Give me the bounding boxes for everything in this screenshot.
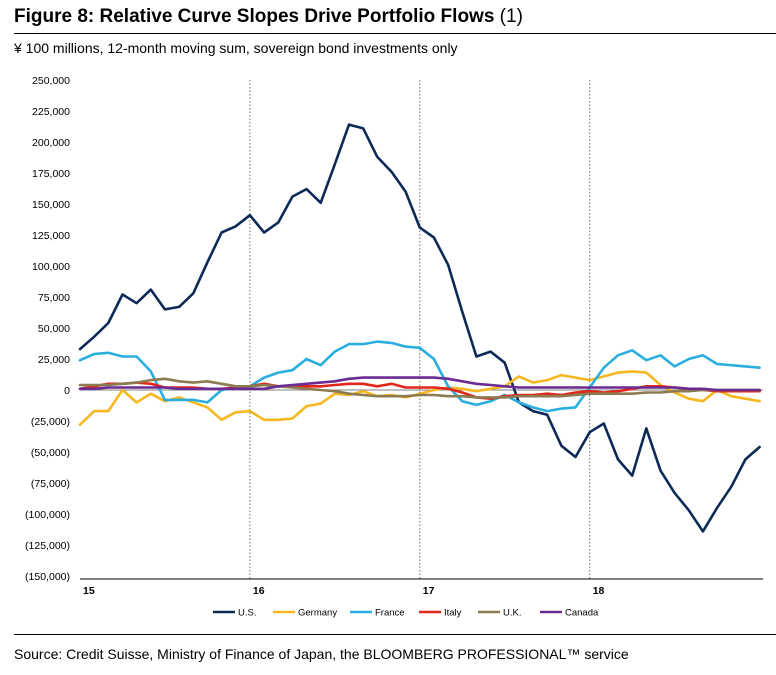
x-tick-label: 16 (253, 585, 265, 597)
y-tick-label: 0 (64, 385, 70, 397)
y-tick-label: (75,000) (31, 478, 70, 490)
source-note: Source: Credit Suisse, Ministry of Finan… (14, 646, 629, 662)
y-tick-label: 250,000 (32, 75, 70, 87)
y-tick-label: 175,000 (32, 168, 70, 180)
line-chart: 250,000 225,000 200,000 175,000 150,000 125,0… (25, 75, 763, 619)
y-tick-label: 100,000 (32, 261, 70, 273)
x-tick-label: 18 (593, 585, 605, 597)
legend-label-france: France (375, 608, 405, 619)
figure-title-suffix: (1) (499, 6, 523, 27)
source-rule (14, 634, 776, 635)
y-tick-label: 200,000 (32, 137, 70, 149)
legend-label-canada: Canada (565, 608, 599, 619)
chart-axes: 250,000 225,000 200,000 175,000 150,000 125,0… (25, 75, 763, 597)
y-tick-label: 75,000 (38, 292, 70, 304)
y-tick-label: (50,000) (31, 447, 70, 459)
legend-label-italy: Italy (444, 608, 462, 619)
legend-label-uk: U.K. (503, 608, 521, 619)
figure-title: Figure 8: Relative Curve Slopes Drive Po… (14, 6, 523, 28)
y-tick-label: 50,000 (38, 323, 70, 335)
y-tick-label: 150,000 (32, 199, 70, 211)
series-line-uk (78, 377, 761, 399)
series-line-france (78, 340, 761, 413)
series-line-canada (78, 376, 761, 392)
x-tick-label: 17 (423, 585, 435, 597)
figure-title-main: Figure 8: Relative Curve Slopes Drive Po… (14, 6, 495, 27)
y-tick-label: (150,000) (25, 571, 70, 583)
chart-series (78, 123, 761, 533)
chart-legend: U.S. Germany France Italy U.K. Canada (213, 608, 599, 619)
series-line-us (78, 123, 761, 533)
y-tick-label: 25,000 (38, 354, 70, 366)
figure-subtitle: ¥ 100 millions, 12-month moving sum, sov… (14, 40, 458, 56)
y-tick-label: 225,000 (32, 106, 70, 118)
legend-label-germany: Germany (298, 608, 337, 619)
y-tick-label: (25,000) (31, 416, 70, 428)
title-rule (14, 33, 776, 34)
y-tick-label: 125,000 (32, 230, 70, 242)
y-tick-label: (100,000) (25, 509, 70, 521)
x-tick-label: 15 (83, 585, 95, 597)
y-tick-label: (125,000) (25, 540, 70, 552)
legend-label-us: U.S. (238, 608, 256, 619)
